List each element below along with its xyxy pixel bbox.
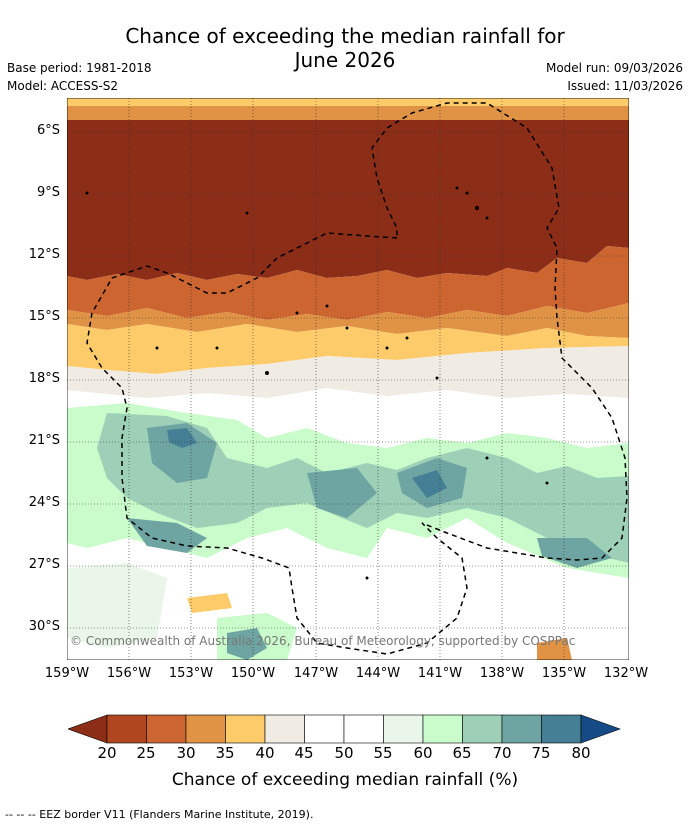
- colorbar-extend-high: [580, 714, 621, 744]
- colorbar-tick-20: 20: [97, 744, 117, 762]
- title-line-2: June 2026: [294, 48, 396, 72]
- colorbar-cell: [462, 714, 503, 744]
- zone-wettest-east: [412, 470, 447, 498]
- colorbar-tick-45: 45: [294, 744, 314, 762]
- zone-slightly-dry: [67, 324, 629, 374]
- base-period: Base period: 1981-2018: [7, 61, 152, 75]
- colorbar-cell: [383, 714, 424, 744]
- lon-tick-141w: 141°W: [417, 666, 463, 681]
- colorbar-cells: [68, 714, 621, 744]
- rainfall-map: [67, 98, 629, 660]
- zone-pale-green-sw: [67, 563, 167, 648]
- colorbar-cell: [106, 714, 147, 744]
- zone-very-dry: [67, 120, 629, 280]
- colorbar-tick-40: 40: [255, 744, 275, 762]
- colorbar-extend-low: [68, 714, 108, 744]
- colorbar: [68, 714, 621, 744]
- lat-tick-15s: 15°S: [28, 309, 60, 324]
- colorbar-tick-60: 60: [413, 744, 433, 762]
- zone-very-wet-central: [307, 468, 377, 518]
- lat-tick-24s: 24°S: [28, 495, 60, 510]
- lon-tick-138w: 138°W: [479, 666, 525, 681]
- model-run: Model run: 09/03/2026: [545, 61, 683, 75]
- colorbar-tick-75: 75: [531, 744, 551, 762]
- eez-border: [86, 102, 628, 655]
- lat-tick-12s: 12°S: [28, 247, 60, 262]
- lat-tick-9s: 9°S: [36, 185, 60, 200]
- lon-tick-144w: 144°W: [355, 666, 401, 681]
- zone-moderately-dry: [67, 303, 629, 338]
- zone-very-wet-southwest: [127, 518, 207, 553]
- meta-left: Base period: 1981-2018 Model: ACCESS-S2: [7, 59, 152, 95]
- colorbar-cell: [501, 714, 542, 744]
- zone-dry-patch-south: [187, 593, 232, 613]
- lon-tick-132w: 132°W: [603, 666, 649, 681]
- lat-tick-27s: 27°S: [28, 557, 60, 572]
- zone-dry-patch-se: [537, 638, 572, 660]
- lon-tick-150w: 150°W: [230, 666, 276, 681]
- colorbar-tick-80: 80: [571, 744, 591, 762]
- colorbar-tick-50: 50: [334, 744, 354, 762]
- band-top-light: [67, 98, 629, 106]
- colorbar-tick-55: 55: [373, 744, 393, 762]
- meta-right: Model run: 09/03/2026 Issued: 11/03/2026: [546, 59, 683, 95]
- islands: [85, 186, 549, 580]
- colorbar-label: Chance of exceeding median rainfall (%): [171, 770, 519, 790]
- colorbar-cell: [264, 714, 305, 744]
- zone-very-wet-west: [147, 423, 217, 483]
- lon-tick-147w: 147°W: [293, 666, 339, 681]
- colorbar-tick-30: 30: [176, 744, 196, 762]
- lat-tick-30s: 30°S: [28, 619, 60, 634]
- colorbar-cell: [343, 714, 384, 744]
- zone-wettest-west: [167, 428, 197, 448]
- colorbar-tick-70: 70: [492, 744, 512, 762]
- colorbar-tick-35: 35: [215, 744, 235, 762]
- lat-tick-18s: 18°S: [28, 371, 60, 386]
- lon-tick-156w: 156°W: [106, 666, 152, 681]
- colorbar-cell: [422, 714, 463, 744]
- colorbar-cell: [185, 714, 226, 744]
- map-title: Chance of exceeding the median rainfall …: [0, 24, 690, 72]
- eez-footnote: -- -- -- EEZ border V11 (Flanders Marine…: [5, 808, 314, 821]
- lon-tick-159w: 159°W: [44, 666, 90, 681]
- graticule: [67, 98, 629, 660]
- zone-very-wet-southeast: [537, 538, 612, 568]
- colorbar-cell: [304, 714, 345, 744]
- issued-date: Issued: 11/03/2026: [567, 79, 683, 93]
- lon-tick-153w: 153°W: [168, 666, 214, 681]
- colorbar-cell: [541, 714, 582, 744]
- zone-dry: [67, 246, 629, 320]
- copyright-notice: © Commonwealth of Australia 2026, Bureau…: [70, 634, 576, 648]
- colorbar-cell: [225, 714, 266, 744]
- lat-tick-21s: 21°S: [28, 433, 60, 448]
- model-name: Model: ACCESS-S2: [7, 79, 119, 93]
- zone-very-wet-south: [227, 628, 267, 660]
- colorbar-cell: [146, 714, 187, 744]
- lat-tick-6s: 6°S: [36, 123, 60, 138]
- zone-neutral-dry: [67, 346, 629, 398]
- title-line-1: Chance of exceeding the median rainfall …: [125, 24, 565, 48]
- lon-tick-135w: 135°W: [541, 666, 587, 681]
- colorbar-tick-25: 25: [136, 744, 156, 762]
- colorbar-tick-65: 65: [452, 744, 472, 762]
